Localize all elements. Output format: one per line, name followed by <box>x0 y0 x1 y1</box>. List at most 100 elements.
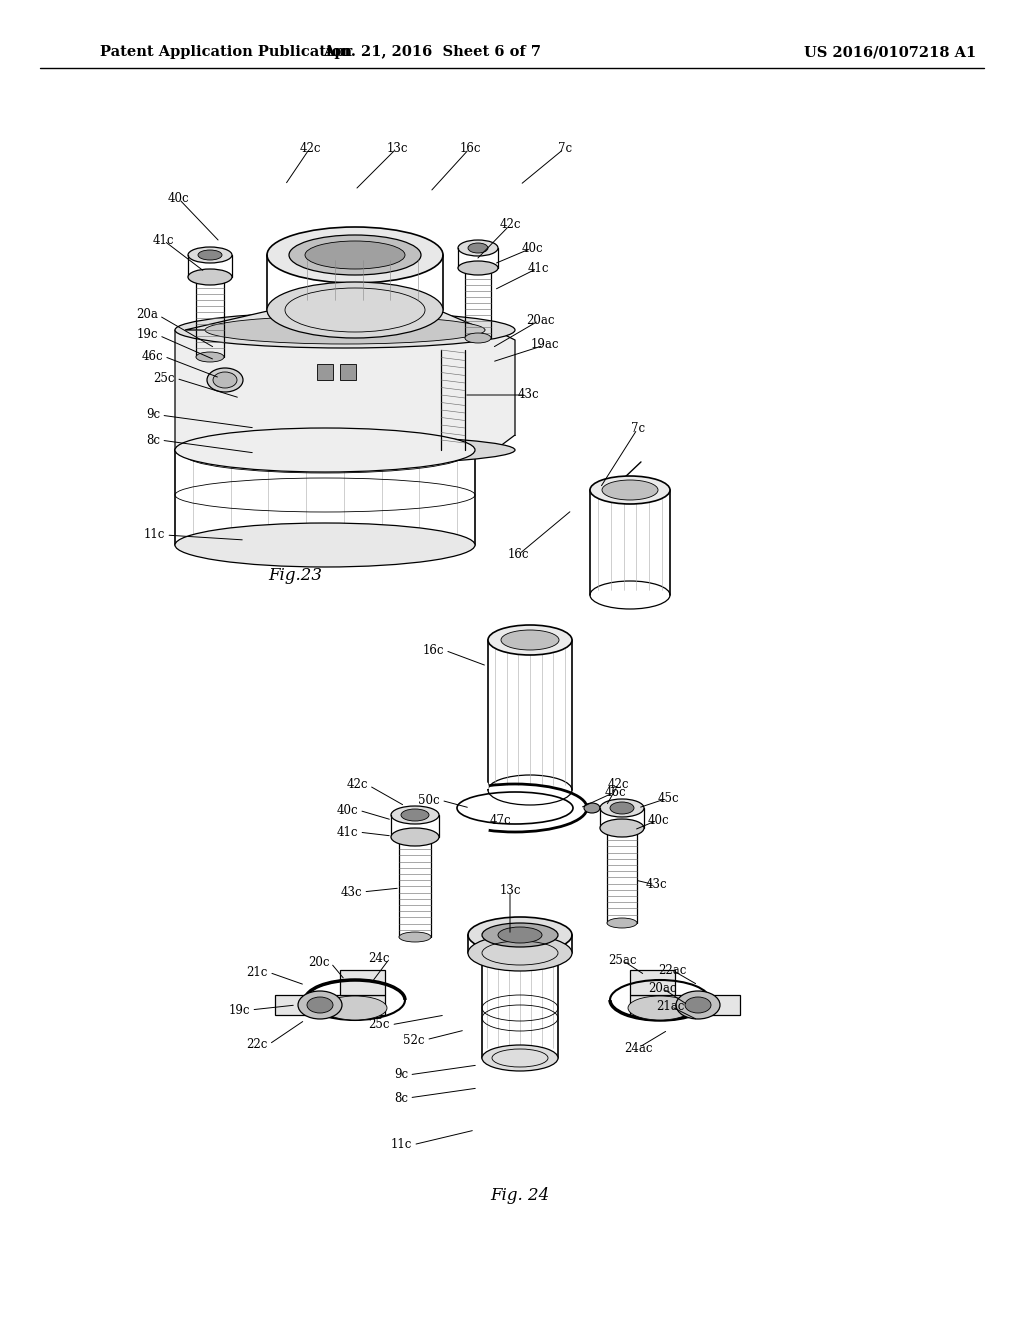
Ellipse shape <box>676 991 720 1019</box>
Polygon shape <box>340 970 385 995</box>
Ellipse shape <box>468 243 488 253</box>
Ellipse shape <box>267 227 443 282</box>
Polygon shape <box>630 995 740 1015</box>
Text: 13c: 13c <box>386 141 408 154</box>
Text: Patent Application Publication: Patent Application Publication <box>100 45 352 59</box>
Ellipse shape <box>607 917 637 928</box>
Ellipse shape <box>175 312 515 348</box>
Text: 21ac: 21ac <box>655 999 684 1012</box>
Text: 46c: 46c <box>604 785 626 799</box>
Text: 19c: 19c <box>228 1003 250 1016</box>
Bar <box>340 364 356 380</box>
Text: 16c: 16c <box>459 141 480 154</box>
Text: 43c: 43c <box>645 879 667 891</box>
Text: 8c: 8c <box>146 433 160 446</box>
Text: 11c: 11c <box>143 528 165 541</box>
Text: 41c: 41c <box>337 825 358 838</box>
Text: Fig.23: Fig.23 <box>268 566 322 583</box>
Text: 40c: 40c <box>647 813 669 826</box>
Text: 41c: 41c <box>527 261 549 275</box>
Ellipse shape <box>600 799 644 817</box>
Text: 8c: 8c <box>394 1092 408 1105</box>
Ellipse shape <box>207 368 243 392</box>
Text: 20a: 20a <box>136 309 158 322</box>
Text: 42c: 42c <box>607 779 629 792</box>
Text: 43c: 43c <box>340 886 362 899</box>
Polygon shape <box>185 310 485 330</box>
Ellipse shape <box>391 828 439 846</box>
Text: 41c: 41c <box>153 234 174 247</box>
Ellipse shape <box>198 249 222 260</box>
Ellipse shape <box>196 352 224 362</box>
Ellipse shape <box>401 809 429 821</box>
Ellipse shape <box>628 997 692 1020</box>
Text: 20c: 20c <box>308 956 330 969</box>
Text: 7c: 7c <box>558 141 572 154</box>
Ellipse shape <box>399 932 431 942</box>
Ellipse shape <box>289 235 421 275</box>
Text: 52c: 52c <box>403 1034 425 1047</box>
Text: 9c: 9c <box>394 1068 408 1081</box>
Text: 45c: 45c <box>657 792 679 804</box>
Text: 16c: 16c <box>507 549 528 561</box>
Text: 40c: 40c <box>167 191 188 205</box>
Ellipse shape <box>458 261 498 275</box>
Ellipse shape <box>610 803 634 814</box>
Ellipse shape <box>482 923 558 946</box>
Ellipse shape <box>175 523 475 568</box>
Ellipse shape <box>298 991 342 1019</box>
Text: 47c: 47c <box>489 813 511 826</box>
Text: 11c: 11c <box>390 1138 412 1151</box>
Ellipse shape <box>590 477 670 504</box>
Ellipse shape <box>602 480 658 500</box>
Text: 20ac: 20ac <box>648 982 676 994</box>
Text: 42c: 42c <box>500 219 521 231</box>
Polygon shape <box>275 995 385 1015</box>
Ellipse shape <box>323 997 387 1020</box>
Text: 22c: 22c <box>247 1039 268 1052</box>
Ellipse shape <box>498 927 542 942</box>
Text: 42c: 42c <box>299 141 321 154</box>
Text: 20ac: 20ac <box>525 314 554 326</box>
Ellipse shape <box>501 630 559 649</box>
Ellipse shape <box>458 240 498 256</box>
Text: 16c: 16c <box>423 644 444 656</box>
Text: 40c: 40c <box>336 804 358 817</box>
Text: 24ac: 24ac <box>624 1041 652 1055</box>
Text: 42c: 42c <box>346 779 368 792</box>
Ellipse shape <box>600 818 644 837</box>
Ellipse shape <box>307 997 333 1012</box>
Text: 25c: 25c <box>369 1019 390 1031</box>
Ellipse shape <box>188 247 232 263</box>
Ellipse shape <box>468 935 572 972</box>
Text: Apr. 21, 2016  Sheet 6 of 7: Apr. 21, 2016 Sheet 6 of 7 <box>323 45 541 59</box>
Text: 25c: 25c <box>154 371 175 384</box>
Text: 46c: 46c <box>141 350 163 363</box>
Text: 7c: 7c <box>631 421 645 434</box>
Text: 50c: 50c <box>419 793 440 807</box>
Ellipse shape <box>391 807 439 824</box>
Text: 25ac: 25ac <box>608 953 636 966</box>
Text: 24c: 24c <box>369 952 390 965</box>
Ellipse shape <box>482 1045 558 1071</box>
Text: 9c: 9c <box>145 408 160 421</box>
Text: 19ac: 19ac <box>530 338 559 351</box>
Ellipse shape <box>267 282 443 338</box>
Text: 43c: 43c <box>517 388 539 401</box>
Polygon shape <box>175 330 515 450</box>
Text: 19c: 19c <box>136 329 158 342</box>
Ellipse shape <box>175 436 515 465</box>
Text: 13c: 13c <box>500 883 521 896</box>
Ellipse shape <box>468 917 572 953</box>
Text: 21c: 21c <box>247 965 268 978</box>
Ellipse shape <box>465 333 490 343</box>
Bar <box>317 364 333 380</box>
Ellipse shape <box>305 242 406 269</box>
Text: US 2016/0107218 A1: US 2016/0107218 A1 <box>804 45 976 59</box>
Text: 22ac: 22ac <box>657 964 686 977</box>
Text: Fig. 24: Fig. 24 <box>490 1187 550 1204</box>
Ellipse shape <box>488 624 572 655</box>
Ellipse shape <box>205 315 485 345</box>
Text: 40c: 40c <box>521 242 543 255</box>
Ellipse shape <box>584 803 600 813</box>
